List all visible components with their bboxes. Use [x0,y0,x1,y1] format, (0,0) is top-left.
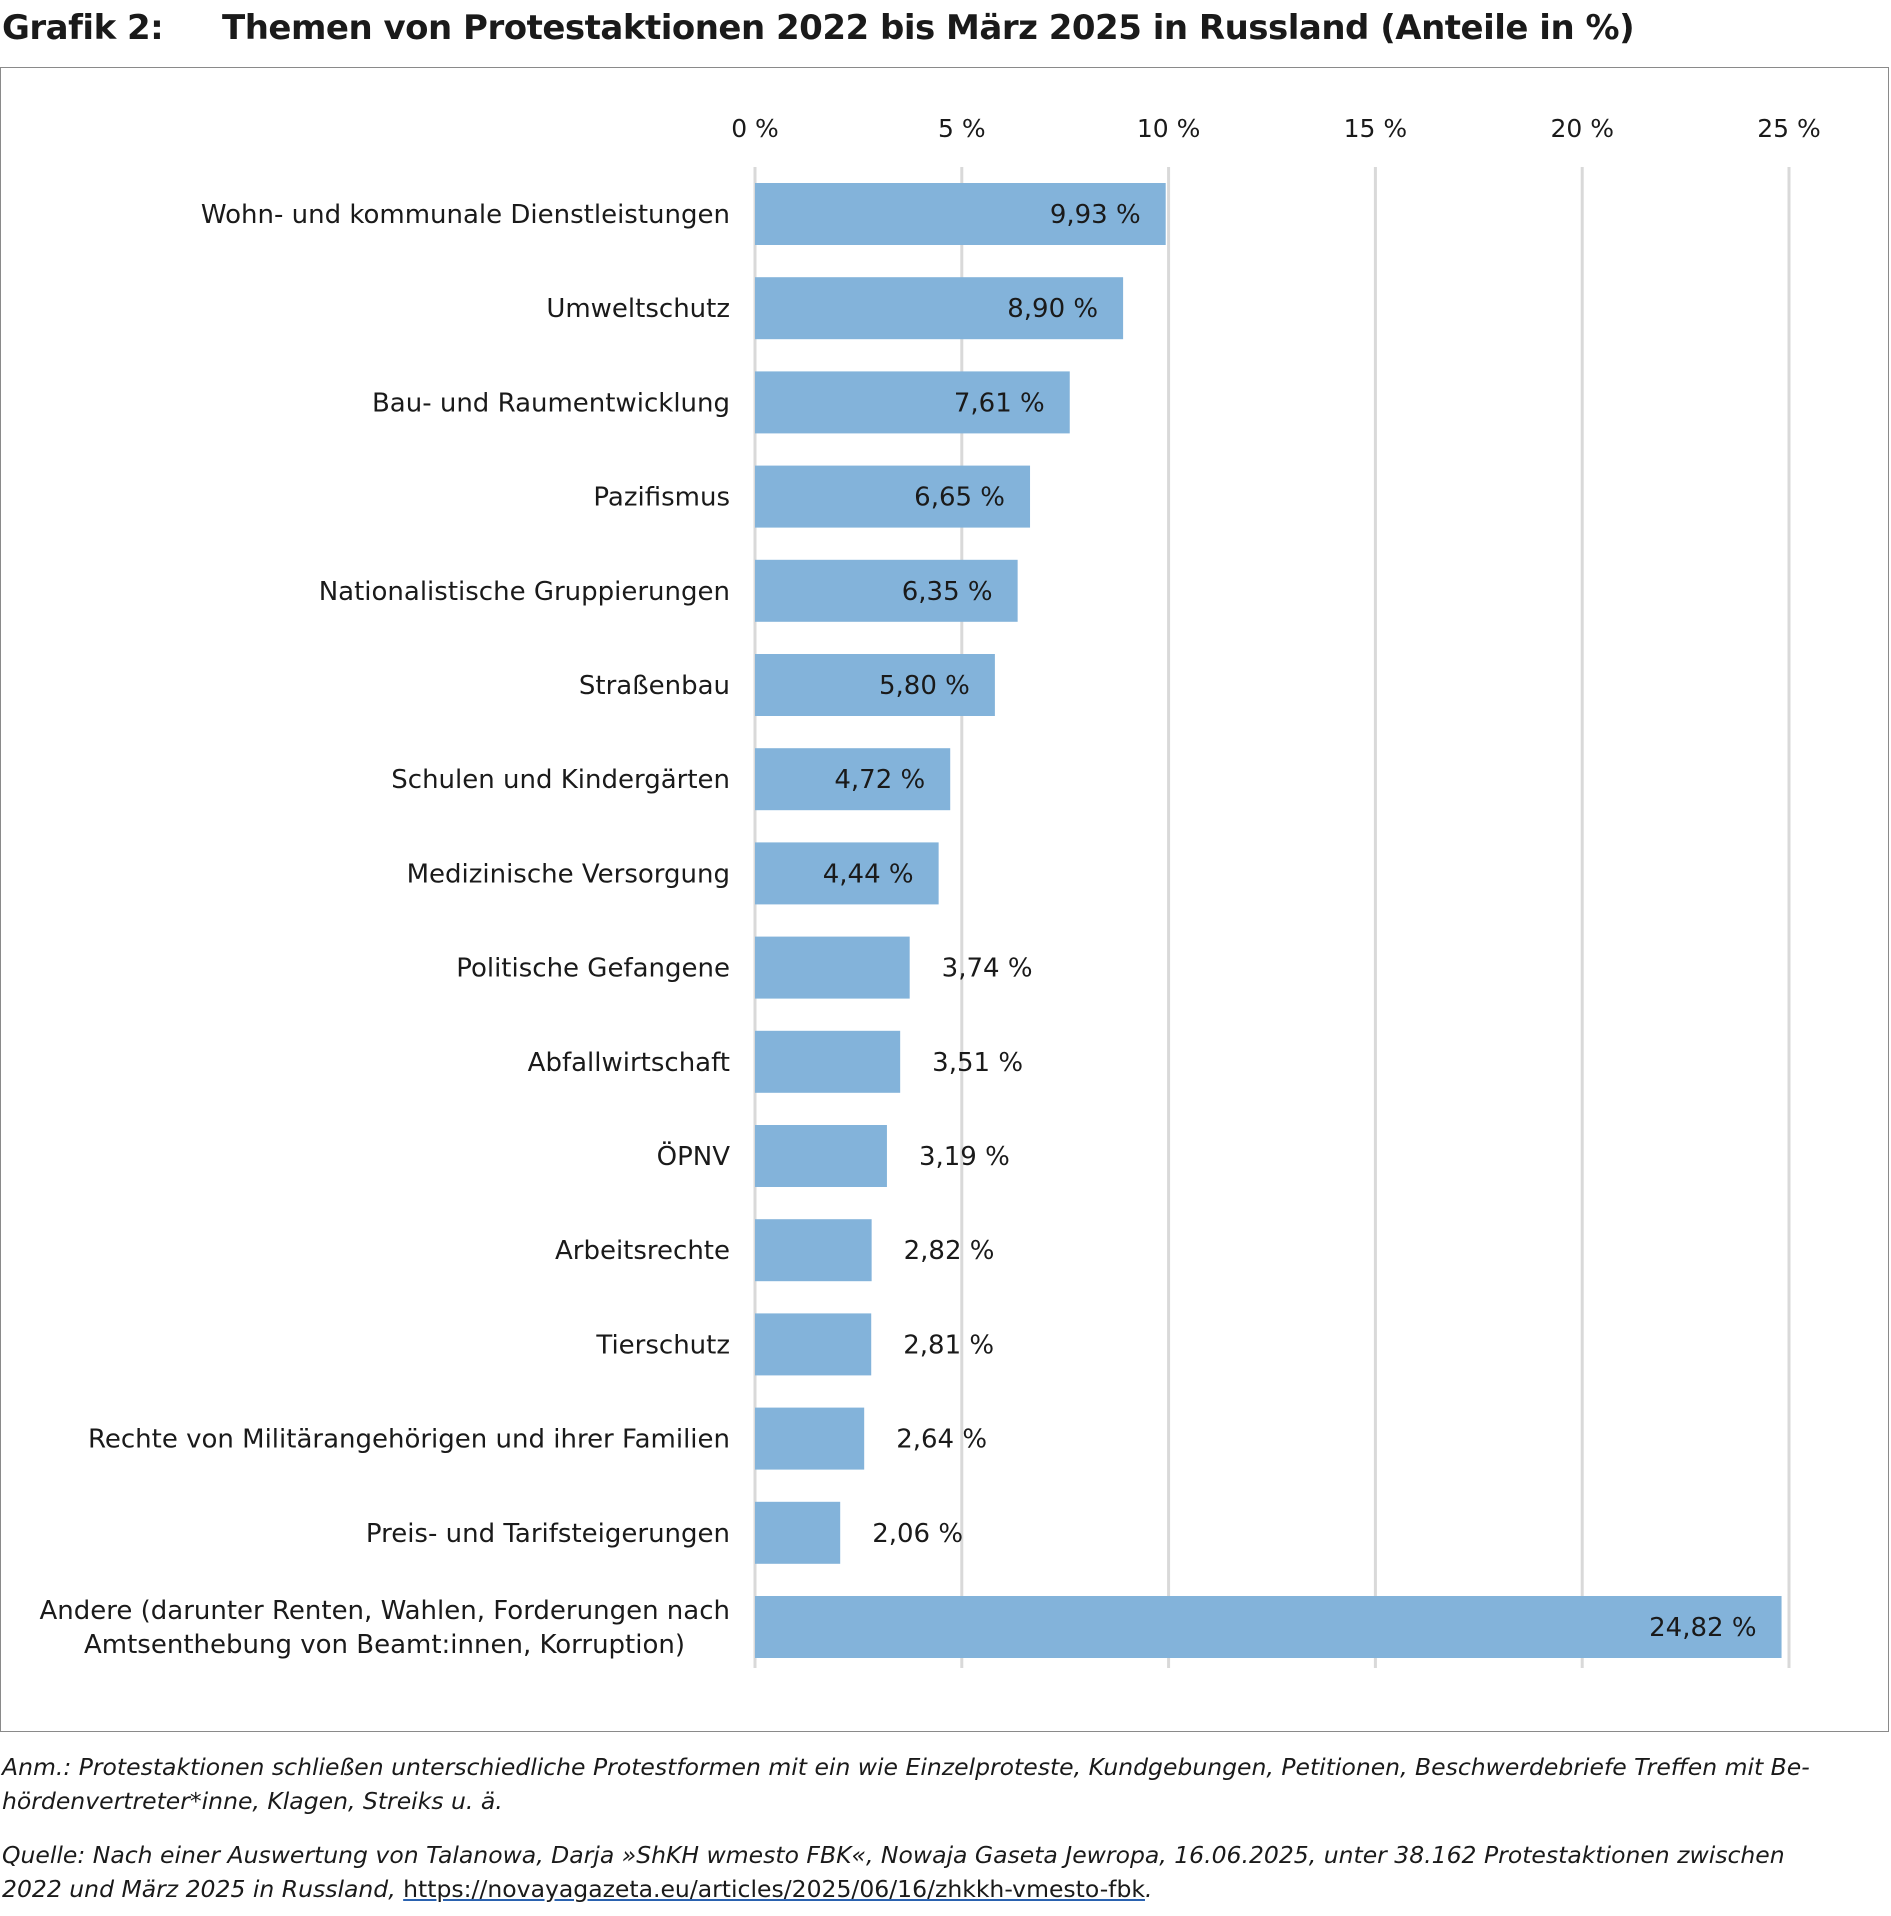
category-label: Andere (darunter Renten, Wahlen, Forderu… [39,1596,730,1626]
value-label: 4,72 % [834,765,925,795]
bar [755,1596,1782,1658]
bar [755,1219,872,1282]
chart-source: Quelle: Nach einer Auswertung von Talano… [2,1838,1888,1906]
bar [755,1501,841,1564]
x-tick-label: 5 % [938,114,986,143]
category-label: Nationalistische Gruppierungen [319,577,730,607]
bar [755,371,1070,434]
bar [755,748,951,811]
category-label: Abfallwirtschaft [528,1048,730,1078]
value-label: 2,64 % [896,1425,987,1455]
bar [755,559,1018,622]
value-label: 5,80 % [879,671,970,701]
category-label: ÖPNV [657,1140,731,1172]
category-label: Umweltschutz [546,294,730,324]
x-tick-label: 20 % [1550,114,1614,143]
category-label: Politische Gefangene [456,954,730,984]
bar [755,183,1166,245]
category-label: Amtsenthebung von Beamt:innen, Korruptio… [84,1630,685,1660]
value-label: 3,19 % [919,1142,1010,1172]
x-tick-label: 15 % [1344,114,1408,143]
value-label: 6,35 % [902,577,993,607]
category-label: Preis- und Tarifsteigerungen [366,1519,730,1549]
bar [755,1030,901,1093]
value-label: 24,82 % [1649,1613,1756,1643]
chart-frame: 0 % 5 % 10 % 15 % 20 % 25 % Wohn- und kommunal… [0,67,1889,1732]
x-tick-label: 0 % [731,114,779,143]
value-label: 2,06 % [872,1519,963,1549]
chart-title: Themen von Protestaktionen 2022 bis März… [222,8,1635,48]
value-label: 2,82 % [904,1236,995,1266]
bar [755,654,995,716]
source-line-2: 2022 und März 2025 in Russland, https://… [2,1872,1888,1906]
source-end: . [1144,1875,1153,1903]
bar [755,936,910,999]
figure-number: Grafik 2: [2,8,164,48]
bar [755,1125,887,1187]
note-line-2: hördenvertreter*inne, Klagen, Streiks u.… [2,1787,503,1815]
value-label: 2,81 % [903,1330,994,1360]
source-line-1: Quelle: Nach einer Auswertung von Talano… [2,1841,1785,1869]
value-label: 4,44 % [823,859,914,889]
source-link[interactable]: https://novayagazeta.eu/articles/2025/06… [403,1875,1145,1903]
category-label: Medizinische Versorgung [407,859,730,889]
chart-note: Anm.: Protestaktionen schließen untersch… [2,1750,1888,1818]
bar [755,1313,872,1376]
bar [755,842,939,905]
category-label: Pazifismus [593,483,730,513]
category-label: Bau- und Raumentwicklung [372,388,730,418]
value-label: 8,90 % [1007,294,1098,324]
category-label: Rechte von Militärangehörigen und ihrer … [88,1425,730,1455]
source-text: 2022 und März 2025 in Russland, [2,1875,404,1903]
category-label: Arbeitsrechte [555,1236,730,1266]
x-tick-label: 10 % [1137,114,1201,143]
category-label: Tierschutz [595,1330,730,1360]
bar [755,465,1031,528]
value-label: 6,65 % [914,483,1005,513]
category-label: Straßenbau [579,671,730,701]
value-label: 9,93 % [1050,200,1141,230]
bar [755,277,1124,340]
bar [755,1407,865,1470]
value-label: 7,61 % [954,388,1045,418]
category-label: Schulen und Kindergärten [391,765,730,795]
category-label: Wohn- und kommunale Dienstleistungen [201,200,730,230]
bar-chart: 0 % 5 % 10 % 15 % 20 % 25 % Wohn- und kommunal… [39,114,1821,1668]
x-tick-label: 25 % [1757,114,1821,143]
value-label: 3,51 % [932,1048,1023,1078]
value-label: 3,74 % [942,954,1033,984]
note-line-1: Anm.: Protestaktionen schließen untersch… [2,1753,1810,1781]
